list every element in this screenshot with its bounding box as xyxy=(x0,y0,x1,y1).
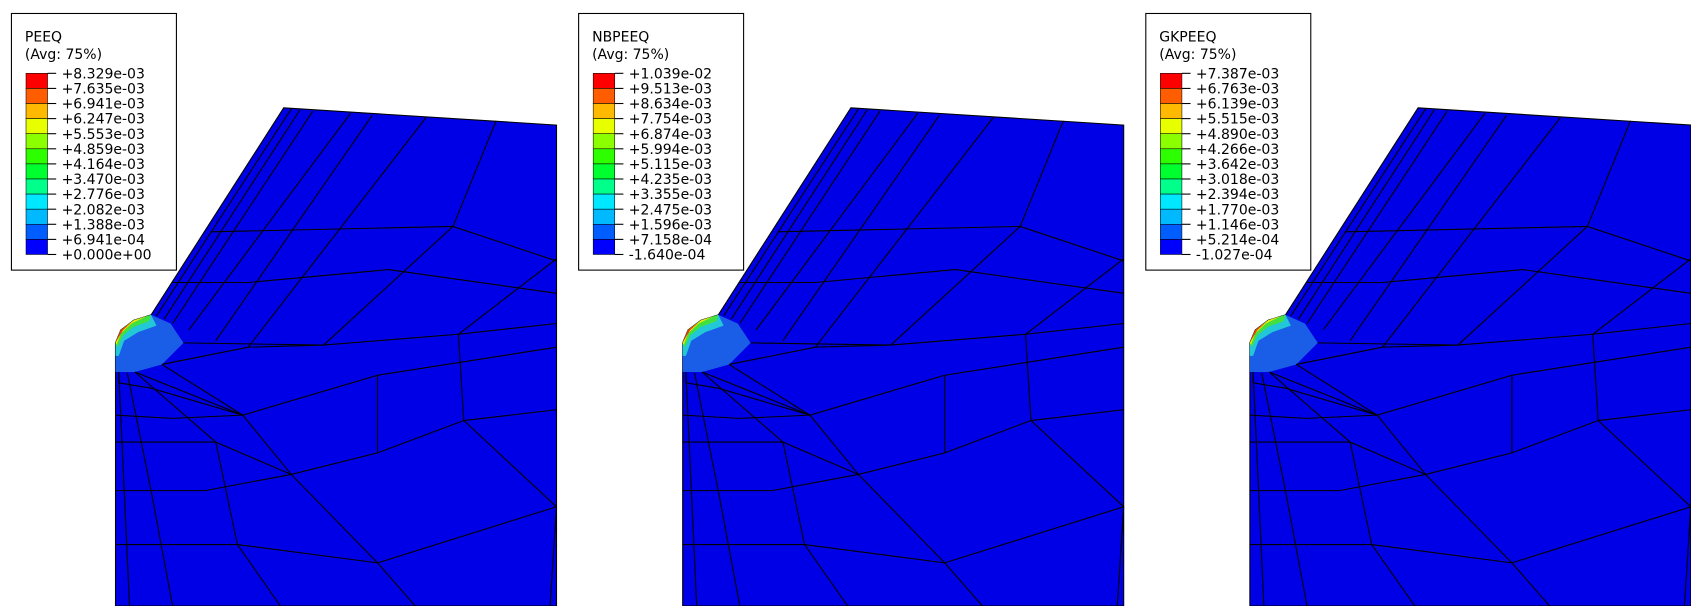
legend-swatch xyxy=(1160,163,1183,180)
legend-label: +7.754e-03 xyxy=(629,112,712,128)
legend-swatch xyxy=(592,239,616,255)
legend-swatch xyxy=(592,208,616,225)
legend-swatch xyxy=(25,239,48,255)
legend-swatch xyxy=(592,88,616,104)
legend-label: +5.553e-03 xyxy=(62,127,145,143)
legend-label: +1.146e-03 xyxy=(1196,217,1279,233)
legend-title: NBPEEQ xyxy=(592,30,649,46)
legend-swatch xyxy=(25,118,48,134)
legend-swatch xyxy=(592,148,616,165)
legend-label: +1.388e-03 xyxy=(62,217,145,233)
legend-swatch xyxy=(592,178,616,195)
legend-swatch xyxy=(1160,88,1183,104)
legend-label: +7.635e-03 xyxy=(62,81,145,97)
panel: NBPEEQ(Avg: 75%) +1.039e-02+9.513e-03+8.6… xyxy=(578,12,1125,606)
legend-label: +3.470e-03 xyxy=(62,172,145,188)
legend-swatch xyxy=(592,163,616,180)
legend-label: -1.640e-04 xyxy=(629,248,706,264)
legend-swatch xyxy=(592,103,616,119)
legend-swatch xyxy=(1160,224,1183,240)
legend-label: +6.874e-03 xyxy=(629,127,712,143)
legend-label: +6.941e-04 xyxy=(62,232,145,248)
legend-swatch xyxy=(592,73,616,89)
legend-label: +9.513e-03 xyxy=(629,81,712,97)
legend-swatch xyxy=(1160,148,1183,165)
legend-label: +4.266e-03 xyxy=(1196,142,1279,158)
legend-label: +4.164e-03 xyxy=(62,157,145,173)
legend-label: +3.355e-03 xyxy=(629,187,712,203)
legend-swatch xyxy=(592,224,616,240)
legend-swatch xyxy=(1160,103,1183,119)
legend-label: +1.770e-03 xyxy=(1196,202,1279,218)
legend-swatch xyxy=(592,118,616,134)
legend-label: -1.027e-04 xyxy=(1196,248,1273,264)
model-mesh xyxy=(114,107,558,606)
legend-swatch xyxy=(25,163,48,180)
legend-label: +0.000e+00 xyxy=(62,248,152,264)
legend-label: +6.941e-03 xyxy=(62,97,145,113)
legend-swatch xyxy=(25,88,48,104)
legend-label: +6.139e-03 xyxy=(1196,97,1279,113)
legend-swatch xyxy=(25,208,48,225)
legend-label: +1.039e-02 xyxy=(629,66,712,82)
legend-label: +8.634e-03 xyxy=(629,97,712,113)
legend-swatch xyxy=(1160,208,1183,225)
legend-swatch xyxy=(1160,133,1183,150)
legend-label: +6.247e-03 xyxy=(62,112,145,128)
legend-swatch xyxy=(1160,118,1183,134)
legend-label: +1.596e-03 xyxy=(629,217,712,233)
legend-swatch xyxy=(592,193,616,210)
legend-swatch xyxy=(1160,193,1183,210)
legend-subtitle: (Avg: 75%) xyxy=(592,47,669,63)
legend-label: +5.115e-03 xyxy=(629,157,712,173)
legend-swatch xyxy=(25,178,48,195)
model-mesh xyxy=(682,107,1125,606)
legend-label: +2.082e-03 xyxy=(62,202,145,218)
legend-label: +4.859e-03 xyxy=(62,142,145,158)
legend-swatch xyxy=(25,148,48,165)
legend-swatch xyxy=(1160,178,1183,195)
legend-label: +5.994e-03 xyxy=(629,142,712,158)
legend-label: +4.235e-03 xyxy=(629,172,712,188)
legend-label: +7.387e-03 xyxy=(1196,66,1279,82)
legend-title: GKPEEQ xyxy=(1159,30,1216,46)
legend-swatch xyxy=(592,133,616,150)
legend-swatch xyxy=(25,73,48,89)
model-mesh xyxy=(1249,107,1691,606)
legend-label: +2.776e-03 xyxy=(62,187,145,203)
legend-label: +7.158e-04 xyxy=(629,232,712,248)
legend-title: PEEQ xyxy=(25,30,62,46)
panel: PEEQ(Avg: 75%)+8.329e-03+7.635e-03+6.941… xyxy=(10,12,558,606)
legend-swatch xyxy=(25,103,48,119)
panel: GKPEEQ(Avg: 75%) +7.387e-03+6.763e-03+6.1… xyxy=(1145,12,1691,606)
legend-label: +8.329e-03 xyxy=(62,66,145,82)
legend-subtitle: (Avg: 75%) xyxy=(25,47,102,63)
legend-label: +3.642e-03 xyxy=(1196,157,1279,173)
legend-subtitle: (Avg: 75%) xyxy=(1159,47,1236,63)
legend-label: +5.515e-03 xyxy=(1196,112,1279,128)
legend-swatch xyxy=(1160,73,1183,89)
legend-label: +4.890e-03 xyxy=(1196,127,1279,143)
legend-label: +2.475e-03 xyxy=(629,202,712,218)
legend-swatch xyxy=(1160,239,1183,255)
legend-swatch xyxy=(25,193,48,210)
legend-label: +5.214e-04 xyxy=(1196,232,1279,248)
legend-label: +2.394e-03 xyxy=(1196,187,1279,203)
legend-swatch xyxy=(25,133,48,150)
legend-label: +6.763e-03 xyxy=(1196,81,1279,97)
legend-label: +3.018e-03 xyxy=(1196,172,1279,188)
legend-swatch xyxy=(25,224,48,240)
